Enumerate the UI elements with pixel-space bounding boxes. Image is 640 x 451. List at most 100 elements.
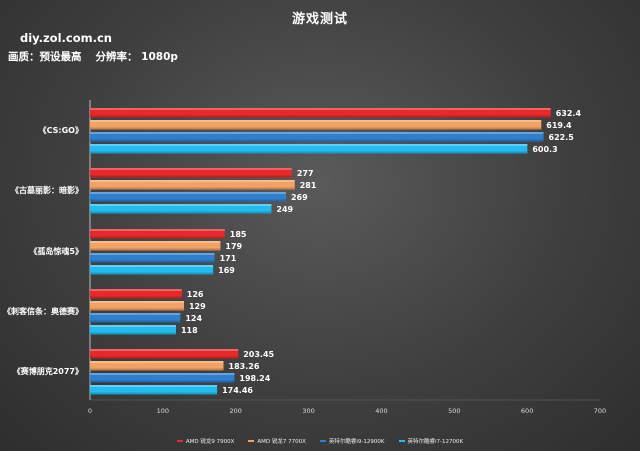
bar-highlight xyxy=(90,349,239,351)
bar xyxy=(90,253,215,263)
value-label: 183.26 xyxy=(229,362,260,371)
legend-label: AMD 锐龙9 7900X xyxy=(185,439,235,445)
bar-shade xyxy=(90,236,225,239)
bar-shade xyxy=(90,356,239,359)
value-label: 622.5 xyxy=(549,133,575,142)
bar-shade xyxy=(90,187,295,190)
value-label: 632.4 xyxy=(556,109,582,118)
bar-shade xyxy=(90,248,221,251)
bar xyxy=(90,120,542,130)
bar-shade xyxy=(90,320,181,323)
value-label: 600.3 xyxy=(532,145,557,154)
chart-title: 游戏测试 xyxy=(291,12,348,27)
bar xyxy=(90,265,214,275)
bar xyxy=(90,229,225,239)
bar-shade xyxy=(90,139,544,142)
quality-setting: 画质：预设最高 xyxy=(8,51,82,63)
bar-shade xyxy=(90,296,182,299)
x-tick-label: 0 xyxy=(88,407,92,415)
value-label: 277 xyxy=(297,169,314,178)
legend-swatch xyxy=(248,440,255,442)
value-label: 171 xyxy=(220,254,237,263)
bar-highlight xyxy=(90,313,181,315)
bar-highlight xyxy=(90,204,272,206)
bar xyxy=(90,108,551,118)
bar-shade xyxy=(90,175,292,178)
x-tick-label: 700 xyxy=(594,407,606,415)
bar-highlight xyxy=(90,192,286,194)
bar-shade xyxy=(90,380,235,383)
bar-shade xyxy=(90,115,551,118)
bar xyxy=(90,204,272,214)
value-label: 174.46 xyxy=(222,386,253,395)
bar-highlight xyxy=(90,265,214,267)
test-settings: 画质：预设最高 分辨率： 1080p xyxy=(8,49,178,64)
source-site: diy.zol.com.cn xyxy=(20,31,112,45)
bar-highlight xyxy=(90,325,176,327)
bar-shade xyxy=(90,272,214,275)
legend-item: AMD 锐龙9 7900X xyxy=(176,437,235,445)
bar xyxy=(90,373,235,383)
bar-shade xyxy=(90,211,272,214)
value-label: 169 xyxy=(218,266,235,275)
bar-highlight xyxy=(90,373,235,375)
resolution-setting: 分辨率： 1080p xyxy=(95,51,178,63)
bar xyxy=(90,289,182,299)
category-label: 《CS:GO》 xyxy=(39,125,83,135)
legend-item: 英特尔酷睿i9-12900K xyxy=(319,437,385,445)
legend-label: AMD 锐龙7 7700X xyxy=(257,439,306,445)
x-tick-label: 300 xyxy=(302,407,314,415)
bar-shade xyxy=(90,127,542,130)
legend-swatch xyxy=(319,440,326,442)
bar-shade xyxy=(90,392,218,395)
bar xyxy=(90,241,221,251)
bar xyxy=(90,180,295,190)
value-label: 249 xyxy=(276,205,293,214)
bar-highlight xyxy=(90,289,182,291)
bar-shade xyxy=(90,260,215,263)
bar xyxy=(90,325,176,335)
bar-highlight xyxy=(90,144,528,146)
bar-highlight xyxy=(90,301,184,303)
x-tick-label: 200 xyxy=(230,407,242,415)
legend-swatch xyxy=(398,440,405,442)
value-label: 269 xyxy=(291,193,308,202)
bar-highlight xyxy=(90,180,295,182)
bar-highlight xyxy=(90,361,224,363)
legend-swatch xyxy=(176,440,183,442)
x-tick-label: 600 xyxy=(521,407,533,415)
bar-shade xyxy=(90,199,286,202)
bar-highlight xyxy=(90,385,218,387)
chart-legend: AMD 锐龙9 7900X AMD 锐龙7 7700X 英特尔酷睿i9-12900K… xyxy=(0,437,640,445)
legend-item: 英特尔酷睿i7-12700K xyxy=(398,437,464,445)
bar-shade xyxy=(90,332,176,335)
bar-highlight xyxy=(90,229,225,231)
x-tick-label: 500 xyxy=(448,407,460,415)
bar xyxy=(90,144,528,154)
category-label: 《赛博朋克2077》 xyxy=(13,366,83,376)
value-label: 198.24 xyxy=(239,374,270,383)
value-label: 281 xyxy=(300,181,317,190)
bar-highlight xyxy=(90,120,542,122)
bar xyxy=(90,361,224,371)
value-label: 203.45 xyxy=(243,350,274,359)
legend-label: 英特尔酷睿i7-12700K xyxy=(407,439,464,445)
value-label: 124 xyxy=(185,314,202,323)
bar xyxy=(90,192,286,202)
bar xyxy=(90,168,292,178)
bar-shade xyxy=(90,368,224,371)
bar xyxy=(90,313,181,323)
bar-shade xyxy=(90,151,528,154)
value-label: 185 xyxy=(230,230,247,239)
bar xyxy=(90,385,218,395)
value-label: 118 xyxy=(181,326,198,335)
bar-highlight xyxy=(90,253,215,255)
bar-highlight xyxy=(90,132,544,134)
legend-label: 英特尔酷睿i9-12900K xyxy=(328,439,385,445)
x-tick-label: 400 xyxy=(375,407,387,415)
value-label: 619.4 xyxy=(546,121,572,130)
bar xyxy=(90,301,184,311)
value-label: 179 xyxy=(225,242,242,251)
bar-highlight xyxy=(90,168,292,170)
